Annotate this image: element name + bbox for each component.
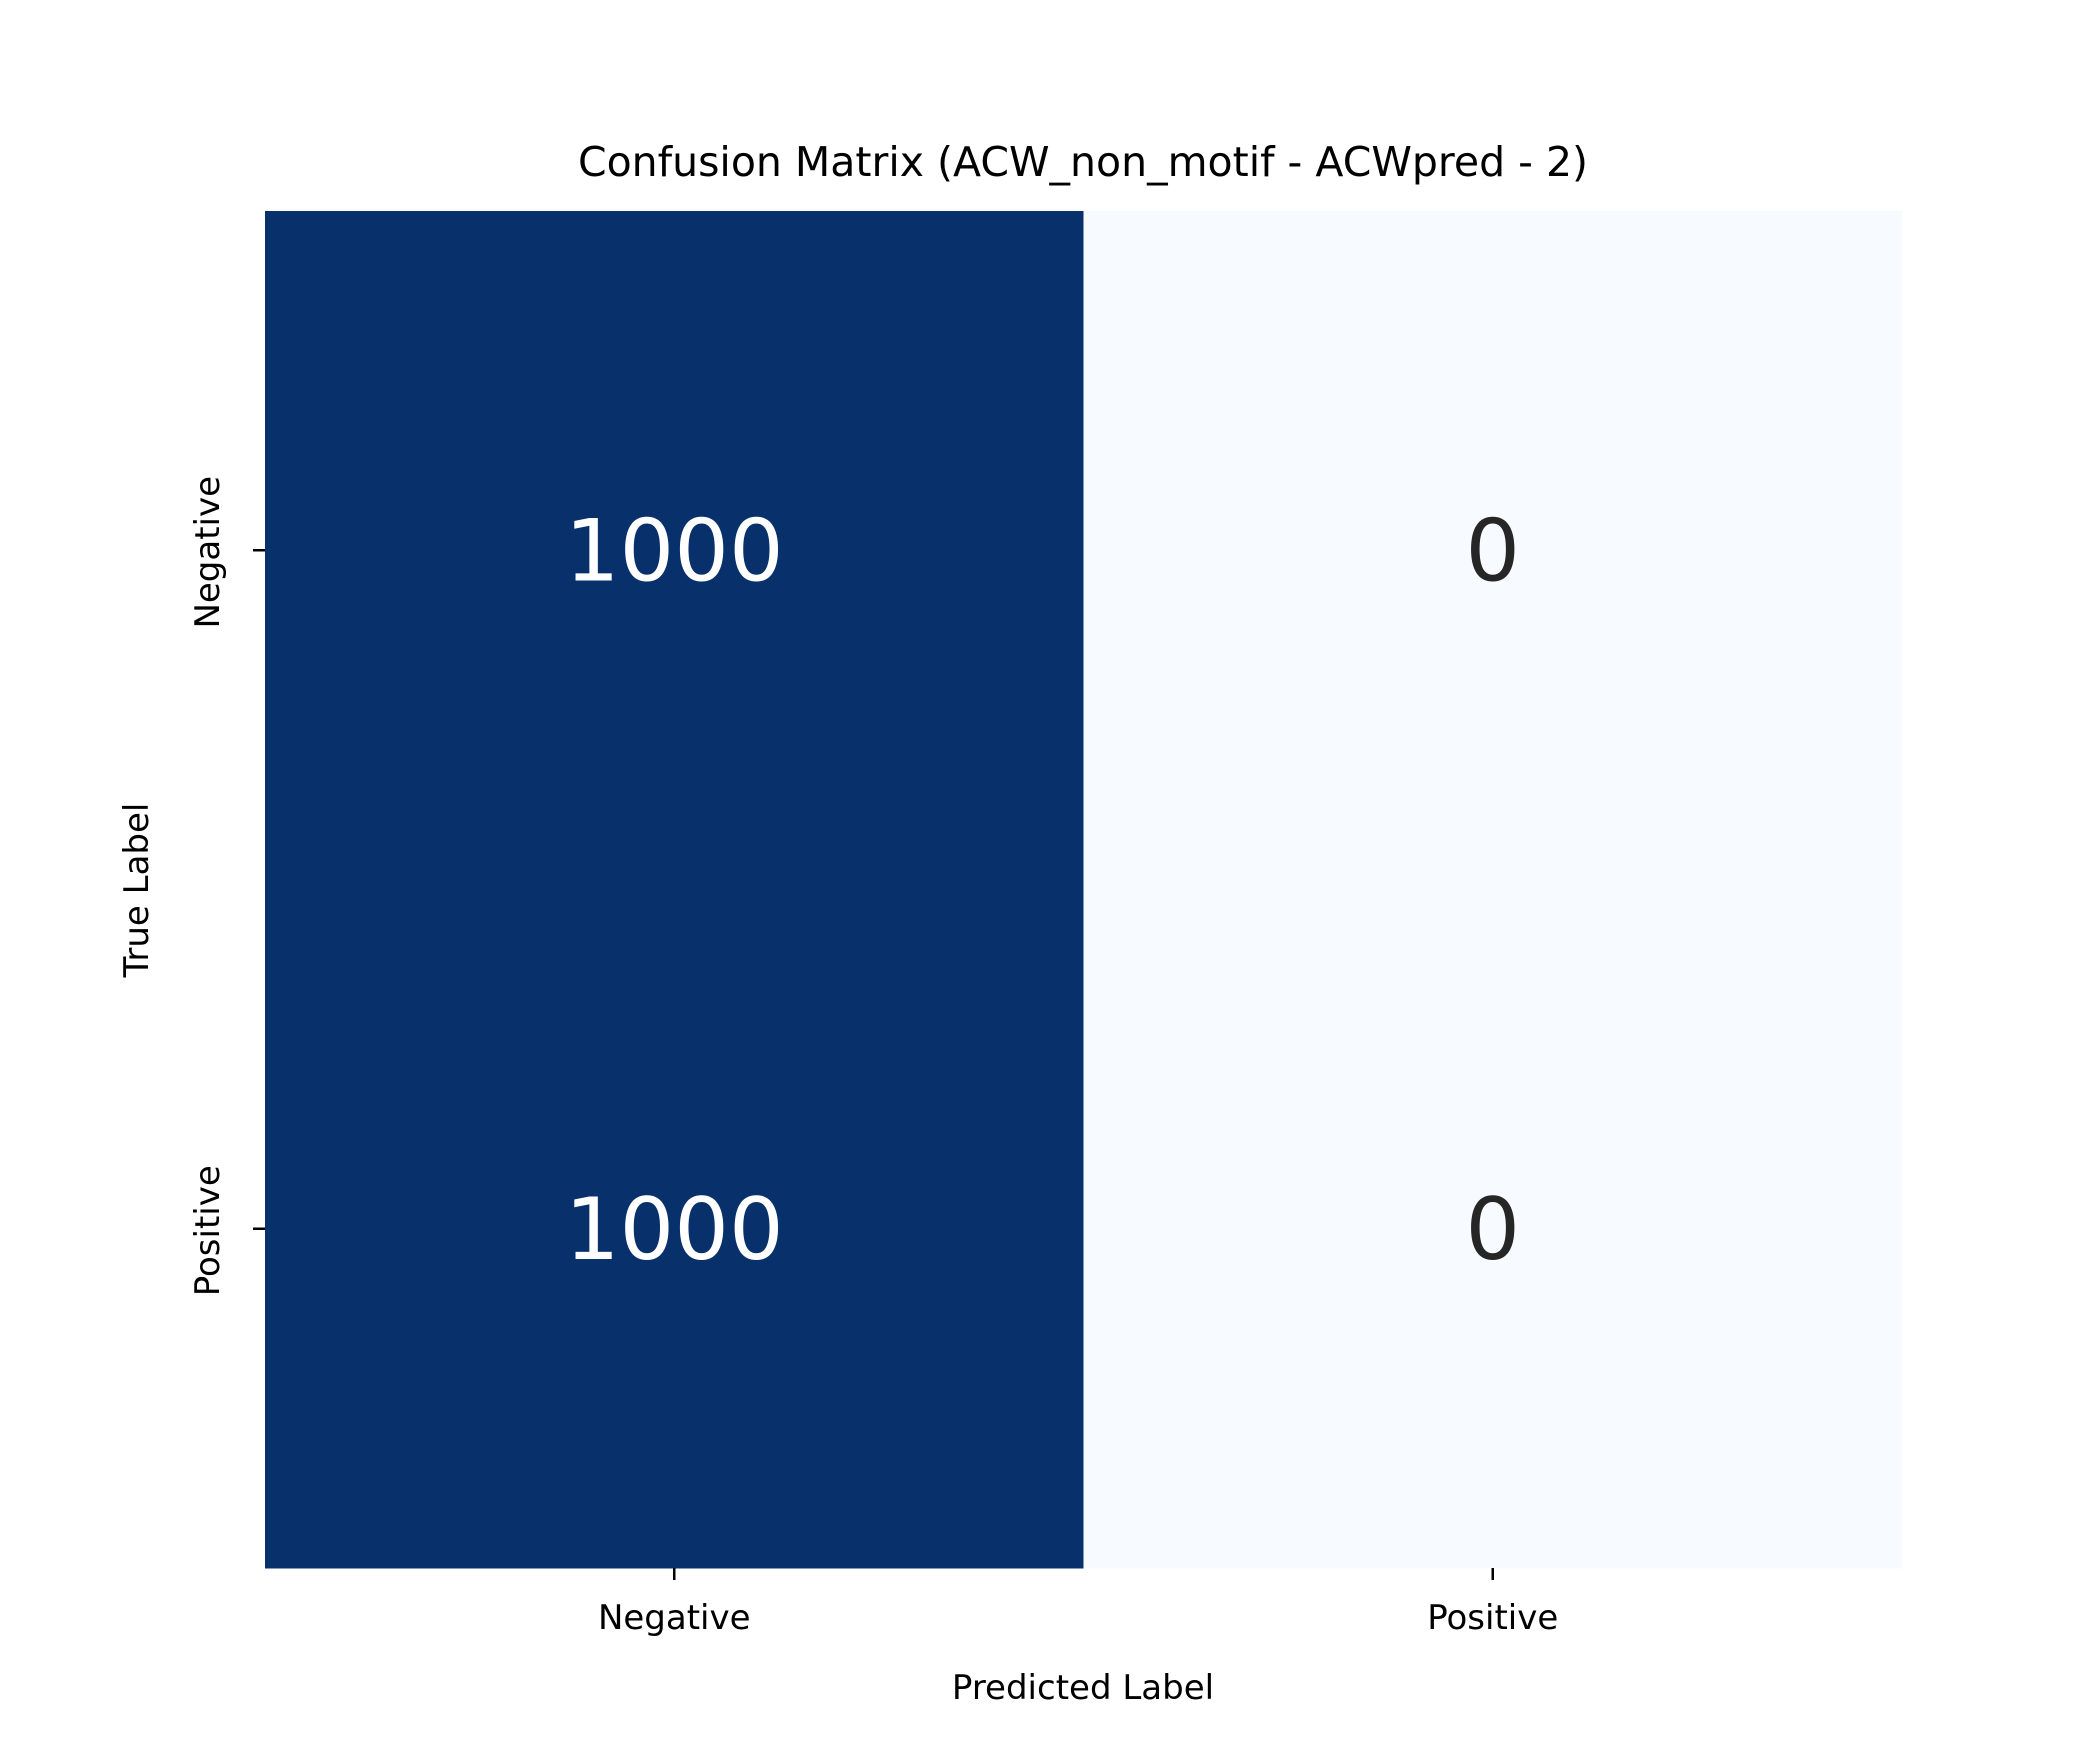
cell-value-r1-c1: 0 bbox=[1465, 1180, 1520, 1280]
y-axis: Negative Positive bbox=[188, 476, 265, 1296]
heatmap-cell-r0-c0 bbox=[265, 211, 1084, 890]
cell-value-r0-c0: 1000 bbox=[565, 501, 784, 601]
x-tick-label-0: Negative bbox=[598, 1598, 751, 1638]
heatmap-cells bbox=[265, 211, 1903, 1569]
y-tick-label-1: Positive bbox=[188, 1165, 228, 1296]
heatmap-cell-r0-c1 bbox=[1083, 211, 1903, 890]
heatmap-cell-r1-c1 bbox=[1083, 889, 1903, 1569]
cell-value-labels: 1000 0 1000 0 bbox=[565, 501, 1520, 1280]
x-axis: Negative Positive bbox=[598, 1568, 1558, 1638]
x-axis-label: Predicted Label bbox=[952, 1668, 1214, 1708]
chart-title: Confusion Matrix (ACW_non_motif - ACWpre… bbox=[578, 138, 1588, 186]
y-axis-label: True Label bbox=[117, 803, 157, 979]
y-tick-label-0: Negative bbox=[188, 476, 228, 629]
cell-value-r1-c0: 1000 bbox=[565, 1180, 784, 1280]
x-tick-label-1: Positive bbox=[1427, 1598, 1558, 1638]
cell-value-r0-c1: 0 bbox=[1465, 501, 1520, 601]
heatmap-cell-r1-c0 bbox=[265, 889, 1084, 1569]
